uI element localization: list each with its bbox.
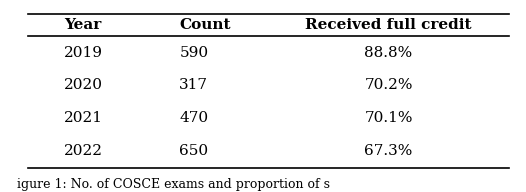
Text: 317: 317 xyxy=(179,78,208,92)
Text: 470: 470 xyxy=(179,111,208,125)
Text: 70.2%: 70.2% xyxy=(365,78,413,92)
Text: 2021: 2021 xyxy=(64,111,103,125)
Text: 67.3%: 67.3% xyxy=(365,144,413,158)
Text: 2020: 2020 xyxy=(64,78,103,92)
Text: igure 1: No. of COSCE exams and proportion of s: igure 1: No. of COSCE exams and proporti… xyxy=(17,178,330,191)
Text: 590: 590 xyxy=(179,46,208,60)
Text: 2022: 2022 xyxy=(64,144,103,158)
Text: Year: Year xyxy=(64,18,102,32)
Text: Count: Count xyxy=(179,18,231,32)
Text: Received full credit: Received full credit xyxy=(305,18,472,32)
Text: 2019: 2019 xyxy=(64,46,103,60)
Text: 70.1%: 70.1% xyxy=(365,111,413,125)
Text: 650: 650 xyxy=(179,144,208,158)
Text: 88.8%: 88.8% xyxy=(365,46,413,60)
